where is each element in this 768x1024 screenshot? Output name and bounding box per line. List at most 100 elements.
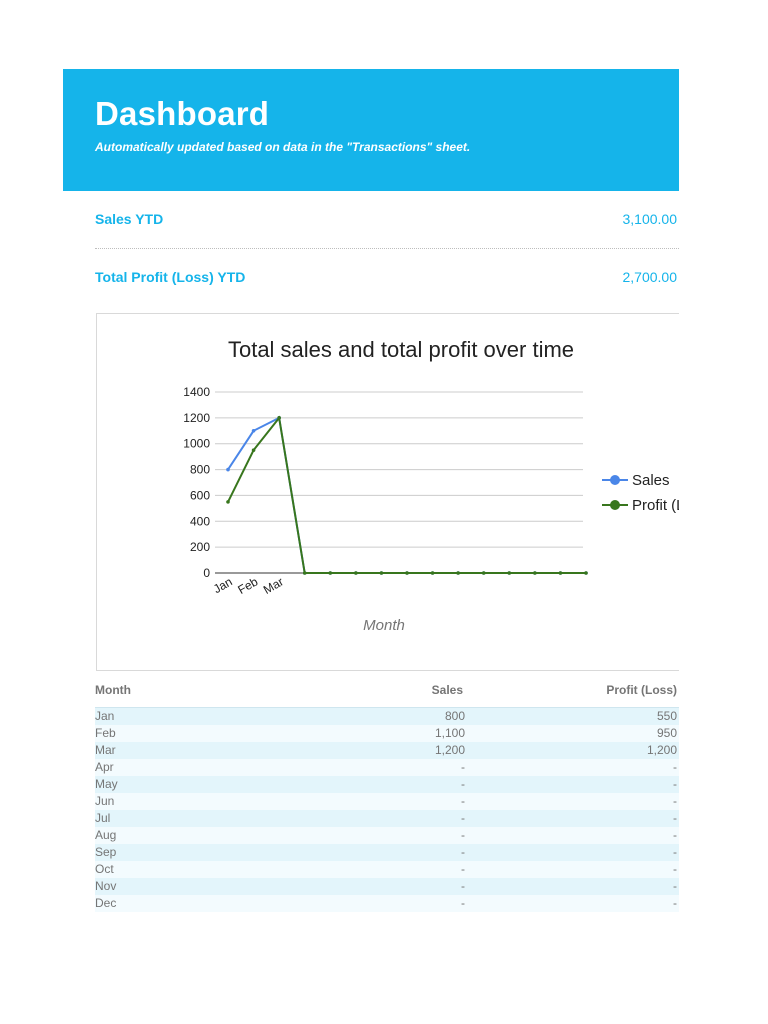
data-point-profit (302, 571, 307, 575)
data-point-profit (405, 571, 409, 575)
cell-profit[interactable]: - (673, 794, 677, 808)
data-point-sales (251, 428, 256, 433)
kpi-sales-ytd: Sales YTD 3,100.00 (95, 211, 679, 231)
cell-month[interactable]: Feb (95, 726, 116, 740)
y-tick-label: 1000 (183, 437, 210, 451)
data-point-profit (584, 571, 588, 575)
cell-sales[interactable]: - (461, 879, 465, 893)
table-row[interactable]: Sep - - (95, 844, 679, 861)
y-tick-label: 1400 (183, 385, 210, 399)
cell-sales[interactable]: - (461, 777, 465, 791)
cell-sales[interactable]: - (461, 862, 465, 876)
cell-profit[interactable]: - (673, 862, 677, 876)
cell-profit[interactable]: - (673, 896, 677, 910)
table-body: Jan 800 550 Feb 1,100 950 Mar 1,200 1,200 Apr - - Ma… (95, 708, 679, 912)
cell-sales[interactable]: 1,100 (434, 726, 465, 740)
x-tick-label: Jan (211, 574, 235, 596)
cell-sales[interactable]: - (461, 794, 465, 808)
table-row[interactable]: Apr - - (95, 759, 679, 776)
cell-month[interactable]: Jul (95, 811, 111, 825)
y-tick-label: 0 (203, 566, 210, 580)
data-point-profit (226, 500, 230, 504)
data-point-profit (481, 571, 486, 575)
cell-sales[interactable]: 800 (444, 709, 465, 723)
table-row[interactable]: Feb 1,100 950 (95, 725, 679, 742)
chart-legend[interactable]: Sales Profit (L (602, 472, 679, 514)
kpi-sales-value[interactable]: 3,100.00 (622, 211, 678, 227)
legend-marker (610, 500, 620, 510)
table-row[interactable]: Dec - - (95, 895, 679, 912)
cell-month[interactable]: Mar (95, 743, 116, 757)
table-row[interactable]: Mar 1,200 1,200 (95, 742, 679, 759)
data-point-sales (226, 467, 230, 472)
kpi-profit-ytd: Total Profit (Loss) YTD 2,700.00 (95, 269, 679, 289)
column-header-sales[interactable]: Sales (431, 683, 463, 697)
cell-sales[interactable]: - (461, 760, 465, 774)
table-row[interactable]: May - - (95, 776, 679, 793)
cell-profit[interactable]: - (673, 777, 677, 791)
cell-profit[interactable]: - (673, 879, 677, 893)
cell-sales[interactable]: 1,200 (434, 743, 465, 757)
table-row[interactable]: Oct - - (95, 861, 679, 878)
kpi-profit-value[interactable]: 2,700.00 (622, 269, 678, 285)
data-point-profit (456, 571, 460, 575)
chart-x-axis-label: Month (363, 617, 405, 634)
table-row[interactable]: Jul - - (95, 810, 679, 827)
cell-month[interactable]: Sep (95, 845, 117, 859)
data-point-profit (328, 571, 333, 575)
cell-profit[interactable]: 1,200 (646, 743, 677, 757)
legend-marker (610, 475, 620, 485)
legend-label-sales: Sales (632, 472, 670, 489)
column-header-profit[interactable]: Profit (Loss) (606, 683, 677, 697)
data-point-profit (558, 571, 563, 575)
dashboard-header: Dashboard Automatically updated based on… (63, 69, 679, 191)
data-point-profit (379, 571, 384, 575)
y-tick-label: 200 (190, 540, 210, 554)
table-header-row: Month Sales Profit (Loss) (95, 677, 679, 708)
kpi-divider (95, 248, 679, 249)
line-chart[interactable]: 0 200 400 600 800 1000 1200 1400 Jan Feb Mar Sales… (96, 313, 679, 671)
table-row[interactable]: Aug - - (95, 827, 679, 844)
data-point-profit (430, 571, 435, 575)
cell-month[interactable]: Jun (95, 794, 115, 808)
page-title: Dashboard (95, 95, 270, 132)
y-tick-label: 1200 (183, 411, 210, 425)
chart-axes: 0 200 400 600 800 1000 1200 1400 Jan Feb Mar (183, 385, 286, 597)
data-point-profit (354, 571, 358, 575)
chart-title: Total sales and total profit over time (228, 337, 574, 362)
cell-month[interactable]: Apr (95, 760, 114, 774)
table-row[interactable]: Jan 800 550 (95, 708, 679, 725)
cell-sales[interactable]: - (461, 811, 465, 825)
cell-month[interactable]: Aug (95, 828, 117, 842)
cell-profit[interactable]: 950 (656, 726, 677, 740)
table-row[interactable]: Jun - - (95, 793, 679, 810)
page-subtitle: Automatically updated based on data in t… (95, 140, 471, 154)
table-row[interactable]: Nov - - (95, 878, 679, 895)
data-point-profit (251, 448, 256, 452)
kpi-profit-label: Total Profit (Loss) YTD (95, 269, 246, 285)
cell-month[interactable]: Nov (95, 879, 117, 893)
cell-month[interactable]: Dec (95, 896, 117, 910)
y-tick-label: 800 (190, 463, 210, 477)
cell-month[interactable]: Jan (95, 709, 115, 723)
cell-sales[interactable]: - (461, 845, 465, 859)
cell-month[interactable]: May (95, 777, 118, 791)
legend-label-profit: Profit (L (632, 497, 679, 514)
kpi-sales-label: Sales YTD (95, 211, 164, 227)
column-header-month[interactable]: Month (95, 683, 131, 697)
cell-profit[interactable]: - (673, 845, 677, 859)
data-point-profit (533, 571, 537, 575)
monthly-table: Month Sales Profit (Loss) Jan 800 550 Feb 1,… (95, 677, 679, 912)
cell-profit[interactable]: 550 (656, 709, 677, 723)
cell-month[interactable]: Oct (95, 862, 114, 876)
chart-series (226, 415, 588, 575)
cell-sales[interactable]: - (461, 828, 465, 842)
cell-profit[interactable]: - (673, 828, 677, 842)
cell-profit[interactable]: - (673, 760, 677, 774)
y-tick-label: 400 (190, 514, 210, 528)
cell-profit[interactable]: - (673, 811, 677, 825)
chart-gridlines (215, 391, 583, 574)
dashboard-sheet: Dashboard Automatically updated based on… (63, 69, 679, 919)
cell-sales[interactable]: - (461, 896, 465, 910)
y-tick-label: 600 (190, 488, 210, 502)
